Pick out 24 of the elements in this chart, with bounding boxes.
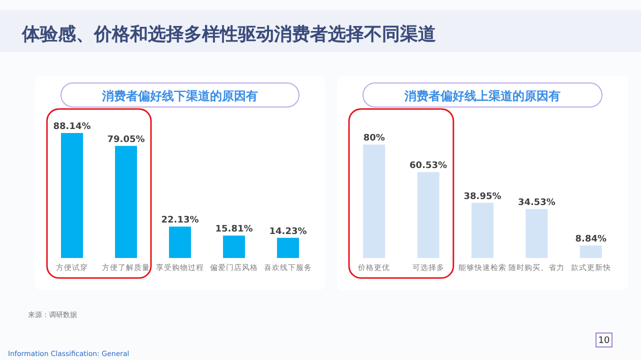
- bar: [169, 226, 191, 258]
- data-label: 15.81%: [215, 224, 253, 235]
- chart-title: 消费者偏好线下渠道的原因有: [101, 89, 258, 103]
- bar: [363, 144, 386, 258]
- text: 10: [598, 336, 610, 346]
- data-label: 79.05%: [107, 134, 145, 145]
- data-label: 22.13%: [161, 216, 199, 226]
- data-label: 80%: [363, 134, 385, 144]
- bar: [61, 133, 83, 258]
- bar: [417, 172, 440, 258]
- data-label: 34.53%: [518, 198, 556, 208]
- bar: [580, 245, 602, 258]
- bar: [223, 236, 245, 258]
- data-label: 60.53%: [410, 161, 448, 172]
- text: 体验感、价格和选择多样性驱动消费者选择不同渠道: [21, 24, 436, 45]
- data-label: 14.23%: [269, 226, 307, 237]
- data-label: 38.95%: [464, 192, 502, 202]
- data-label: 8.84%: [575, 234, 607, 244]
- bar: [472, 202, 494, 258]
- bar: [526, 209, 548, 258]
- chart-title: 消费者偏好线上渠道的原因有: [404, 89, 560, 103]
- data-label: 88.14%: [53, 122, 91, 132]
- bar: [115, 146, 137, 258]
- bar: [277, 238, 299, 258]
